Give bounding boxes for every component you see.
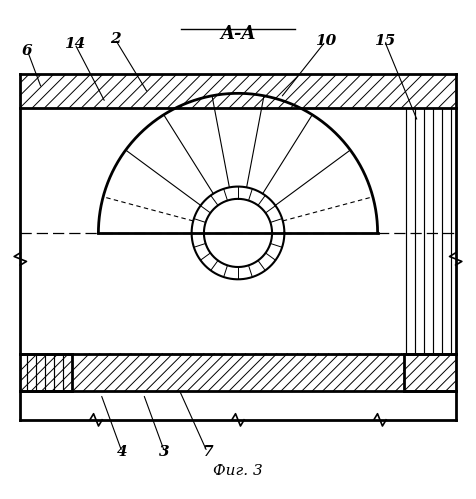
Text: 10: 10	[315, 34, 336, 48]
Text: Фиг. 3: Фиг. 3	[213, 464, 263, 478]
Text: 3: 3	[159, 445, 170, 459]
Text: 7: 7	[202, 445, 213, 459]
Text: 14: 14	[64, 36, 85, 50]
Text: 2: 2	[109, 32, 120, 46]
Text: 4: 4	[117, 445, 128, 459]
Text: A-A: A-A	[220, 25, 256, 43]
Text: 6: 6	[22, 44, 33, 58]
Text: 15: 15	[374, 34, 396, 48]
